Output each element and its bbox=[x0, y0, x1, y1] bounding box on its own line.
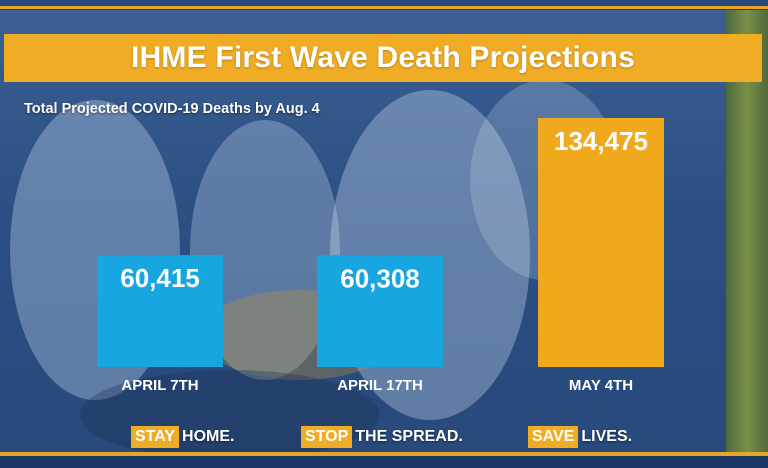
slogan-text: HOME. bbox=[182, 428, 235, 445]
category-label: APRIL 7TH bbox=[121, 377, 198, 394]
slogan-highlight: SAVE bbox=[528, 426, 579, 448]
bottom-frame-band bbox=[0, 456, 768, 468]
slogan-stay-home: STAY HOME. bbox=[131, 426, 234, 448]
bar-2 bbox=[317, 255, 443, 367]
slogan-highlight: STOP bbox=[301, 426, 353, 448]
category-label: APRIL 17TH bbox=[337, 377, 423, 394]
bottom-accent-line bbox=[0, 452, 768, 456]
chart-title: IHME First Wave Death Projections bbox=[131, 41, 635, 74]
slogan-stop-spread: STOP THE SPREAD. bbox=[301, 426, 463, 448]
top-accent-line bbox=[0, 6, 768, 9]
chart-subtitle: Total Projected COVID-19 Deaths by Aug. … bbox=[24, 101, 320, 117]
category-label: MAY 4TH bbox=[569, 377, 633, 394]
slogan-text: THE SPREAD. bbox=[355, 428, 463, 445]
bar-1 bbox=[97, 255, 223, 367]
bar-value-label: 60,415 bbox=[120, 263, 200, 293]
top-frame-band bbox=[0, 0, 768, 6]
bar-value-label: 134,475 bbox=[554, 126, 648, 156]
slogan-save-lives: SAVE LIVES. bbox=[528, 426, 632, 448]
bar-value-label: 60,308 bbox=[340, 263, 420, 293]
title-banner: IHME First Wave Death Projections bbox=[4, 34, 762, 82]
slogan-text: LIVES. bbox=[581, 428, 633, 445]
bar-3 bbox=[538, 118, 664, 367]
slogan-highlight: STAY bbox=[131, 426, 180, 448]
background-pole bbox=[726, 10, 768, 452]
